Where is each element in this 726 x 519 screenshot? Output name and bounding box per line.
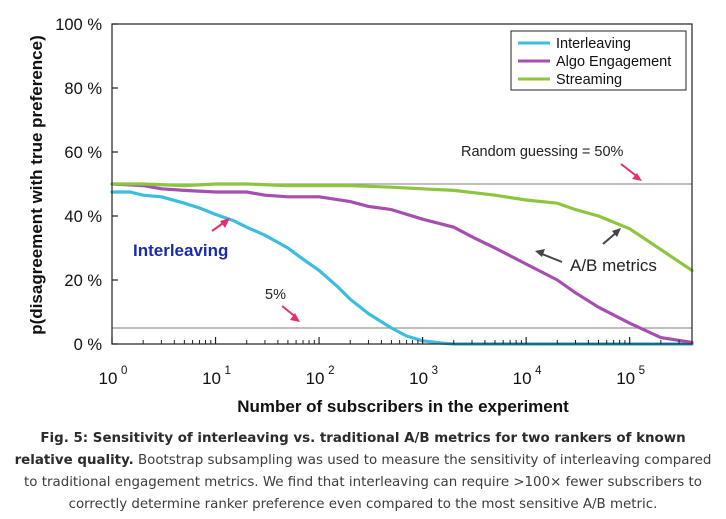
figure-caption: Fig. 5: Sensitivity of interleaving vs. … bbox=[12, 428, 714, 516]
y-axis-label: p(disagreement with true preference) bbox=[27, 35, 46, 334]
arrow-icon-ab-to-algo-head bbox=[535, 249, 545, 257]
axes bbox=[111, 23, 693, 345]
chart: 0 %20 %40 %60 %80 %100 % 10 0 10 1 10 2 10 3 10 4… bbox=[27, 16, 694, 416]
y-tick-label-5: 100 % bbox=[55, 16, 102, 34]
arrow-icon-five-percent-head bbox=[290, 313, 300, 322]
y-tick-label-0: 0 % bbox=[74, 336, 103, 354]
y-tick-label-3: 60 % bbox=[64, 144, 102, 162]
legend-label-algo-engagement: Algo Engagement bbox=[556, 54, 671, 70]
x-axis-ticks: 10 0 10 1 10 2 10 3 10 4 10 5 bbox=[99, 337, 693, 388]
arrow-icon-random-guessing-head bbox=[632, 173, 642, 181]
x-tick-label-5: 10 bbox=[616, 369, 635, 388]
arrow-icon-ab-to-streaming-head bbox=[612, 228, 621, 237]
x-tick-exponent-4: 4 bbox=[535, 365, 542, 377]
arrow-icon-ab-to-algo bbox=[541, 253, 563, 263]
annotation-ab-metrics: A/B metrics bbox=[570, 256, 657, 275]
annotation-interleaving: Interleaving bbox=[133, 241, 228, 260]
plot-frame bbox=[111, 23, 693, 345]
x-tick-label-2: 10 bbox=[306, 369, 325, 388]
x-axis-label: Number of subscribers in the experiment bbox=[237, 397, 569, 416]
legend: Interleaving Algo Engagement Streaming bbox=[510, 30, 687, 91]
y-tick-label-1: 20 % bbox=[64, 272, 102, 290]
annotation-arrows bbox=[211, 163, 642, 322]
x-tick-exponent-2: 2 bbox=[328, 365, 334, 377]
annotation-random-guessing: Random guessing = 50% bbox=[461, 144, 624, 160]
x-tick-label-1: 10 bbox=[202, 369, 221, 388]
y-axis-ticks: 0 % 20 % 40 % 60 % 80 % 100 % bbox=[55, 16, 118, 354]
arrow-icon-interleaving-head bbox=[220, 218, 230, 228]
x-tick-exponent-1: 1 bbox=[225, 365, 231, 377]
x-tick-label-3: 10 bbox=[409, 369, 428, 388]
legend-label-interleaving: Interleaving bbox=[556, 36, 631, 52]
legend-label-streaming: Streaming bbox=[556, 72, 622, 88]
series-line-algo-engagement bbox=[110, 182, 694, 344]
series-line-streaming bbox=[110, 182, 694, 272]
x-tick-label-0: 10 bbox=[99, 369, 118, 388]
y-tick-label-4: 80 % bbox=[64, 80, 102, 98]
caption-body: Bootstrap subsampling was used to measur… bbox=[24, 453, 712, 512]
annotation-five-percent: 5% bbox=[265, 287, 286, 303]
caption-title: Fig. 5: Sensitivity of interleaving vs. … bbox=[14, 431, 686, 468]
x-tick-exponent-3: 3 bbox=[432, 365, 438, 377]
y-tick-label-2: 40 % bbox=[64, 208, 102, 226]
x-tick-exponent-5: 5 bbox=[639, 365, 645, 377]
x-tick-label-4: 10 bbox=[513, 369, 532, 388]
x-tick-exponent-0: 0 bbox=[121, 365, 127, 377]
